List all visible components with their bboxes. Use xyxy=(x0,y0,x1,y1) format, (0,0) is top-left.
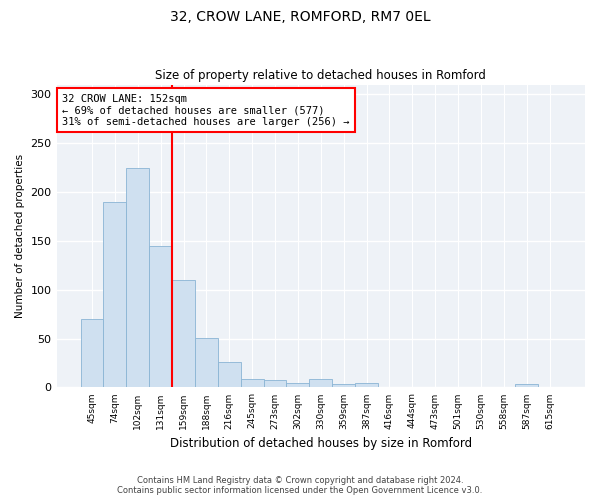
Bar xyxy=(332,384,355,388)
Text: Contains HM Land Registry data © Crown copyright and database right 2024.
Contai: Contains HM Land Registry data © Crown c… xyxy=(118,476,482,495)
X-axis label: Distribution of detached houses by size in Romford: Distribution of detached houses by size … xyxy=(170,437,472,450)
Bar xyxy=(103,202,127,388)
Bar xyxy=(195,338,218,388)
Bar xyxy=(241,378,263,388)
Bar xyxy=(127,168,149,388)
Bar xyxy=(172,280,195,388)
Bar xyxy=(149,246,172,388)
Bar xyxy=(263,380,286,388)
Bar xyxy=(286,382,310,388)
Bar xyxy=(310,378,332,388)
Text: 32, CROW LANE, ROMFORD, RM7 0EL: 32, CROW LANE, ROMFORD, RM7 0EL xyxy=(170,10,430,24)
Title: Size of property relative to detached houses in Romford: Size of property relative to detached ho… xyxy=(155,69,486,82)
Bar xyxy=(80,319,103,388)
Y-axis label: Number of detached properties: Number of detached properties xyxy=(15,154,25,318)
Text: 32 CROW LANE: 152sqm
← 69% of detached houses are smaller (577)
31% of semi-deta: 32 CROW LANE: 152sqm ← 69% of detached h… xyxy=(62,94,349,127)
Bar xyxy=(515,384,538,388)
Bar xyxy=(218,362,241,388)
Bar xyxy=(355,382,378,388)
